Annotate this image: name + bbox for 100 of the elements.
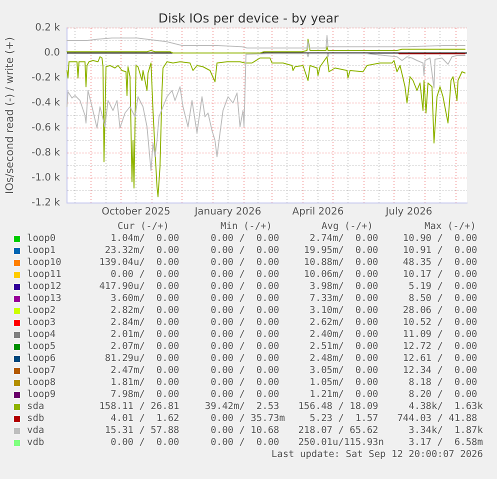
text: 0.00 / 35.73m bbox=[210, 412, 285, 425]
text: 10.06m/ 0.00 bbox=[304, 268, 380, 281]
text: 0.00 / 0.00 bbox=[210, 304, 280, 317]
text: Last update: Sat Sep 12 20:00:07 2026 bbox=[271, 449, 483, 461]
text: 48.35 / 0.00 bbox=[402, 256, 478, 269]
text: 28.06 / 0.00 bbox=[402, 304, 478, 317]
legend-label: sdb bbox=[27, 412, 44, 425]
text: 3.34k/ 1.87k bbox=[408, 424, 483, 437]
legend-label: loop9 bbox=[27, 388, 56, 401]
legend-label: loop6 bbox=[27, 352, 56, 365]
text: 1.04m/ 0.00 bbox=[110, 232, 180, 245]
legend-label: loop8 bbox=[27, 376, 56, 389]
x-tick-label: April 2026 bbox=[292, 206, 344, 218]
text: 8.50 / 0.00 bbox=[408, 292, 478, 305]
text: 0.00 / 0.00 bbox=[210, 316, 280, 329]
legend-label: loop11 bbox=[27, 268, 62, 281]
text: 3.98m/ 0.00 bbox=[310, 280, 380, 293]
text: 218.07 / 65.62 bbox=[298, 424, 380, 437]
legend-label: loop7 bbox=[27, 364, 56, 377]
text: Avg (-/+) bbox=[322, 221, 373, 234]
text: Cur (-/+) bbox=[118, 221, 169, 234]
text: 12.61 / 0.00 bbox=[402, 352, 478, 365]
text: 1.05m/ 0.00 bbox=[310, 376, 380, 389]
text: 15.31 / 57.88 bbox=[104, 424, 180, 437]
x-tick-label: October 2025 bbox=[102, 206, 170, 218]
text: 10.88m/ 0.00 bbox=[304, 256, 380, 269]
text: 81.29u/ 0.00 bbox=[104, 352, 180, 365]
y-tick-label: 0.0 bbox=[44, 48, 60, 59]
legend-label: loop1 bbox=[27, 244, 56, 257]
legend-label: loop4 bbox=[27, 328, 56, 341]
text: 0.00 / 0.00 bbox=[210, 388, 280, 401]
legend-label: loop10 bbox=[27, 256, 62, 269]
text: 4.01 / 1.62 bbox=[110, 412, 180, 425]
text: 0.00 / 0.00 bbox=[210, 364, 280, 377]
text: 0.00 / 10.68 bbox=[210, 424, 280, 437]
text: 417.90u/ 0.00 bbox=[99, 280, 180, 293]
text: 11.09 / 0.00 bbox=[402, 328, 478, 341]
text: 10.17 / 0.00 bbox=[402, 268, 478, 281]
text: 0.00 / 0.00 bbox=[210, 352, 280, 365]
text: 5.23 / 1.57 bbox=[310, 412, 380, 425]
chart-title: Disk IOs per device - by year bbox=[158, 10, 340, 26]
text: 0.00 / 0.00 bbox=[210, 436, 280, 449]
text: 8.20 / 0.00 bbox=[408, 388, 478, 401]
text: 0.00 / 0.00 bbox=[210, 232, 280, 245]
text: 2.82m/ 0.00 bbox=[110, 304, 180, 317]
legend-label: loop0 bbox=[27, 232, 56, 245]
text: 23.32m/ 0.00 bbox=[104, 244, 180, 257]
x-tick-label: July 2026 bbox=[384, 206, 432, 218]
y-tick-label: -0.2 k bbox=[32, 72, 60, 84]
text: 3.17 / 6.58m bbox=[408, 436, 483, 449]
text: 10.52 / 0.00 bbox=[402, 316, 478, 329]
legend-label: vda bbox=[27, 424, 44, 437]
text: 744.03 / 41.88 bbox=[397, 412, 478, 425]
text: 3.60m/ 0.00 bbox=[110, 292, 180, 305]
text: 3.10m/ 0.00 bbox=[310, 304, 380, 317]
x-tick-label: January 2026 bbox=[194, 206, 262, 218]
text: 4.38k/ 1.63k bbox=[408, 400, 483, 413]
text: 158.11 / 26.81 bbox=[99, 400, 180, 413]
text: Min (-/+) bbox=[220, 221, 272, 234]
text: 0.00 / 0.00 bbox=[110, 436, 180, 449]
y-axis-title: IOs/second read (-) / write (+) bbox=[4, 36, 16, 194]
text: 0.00 / 0.00 bbox=[210, 280, 280, 293]
text: 7.98m/ 0.00 bbox=[110, 388, 180, 401]
text: 19.95m/ 0.00 bbox=[304, 244, 380, 257]
y-tick-label: -1.0 k bbox=[32, 172, 60, 184]
text: 0.00 / 0.00 bbox=[210, 340, 280, 353]
y-tick-label: -0.4 k bbox=[32, 98, 60, 109]
legend-label: loop2 bbox=[27, 304, 56, 317]
y-tick-label: -0.8 k bbox=[32, 148, 60, 159]
legend-label: loop5 bbox=[27, 340, 56, 353]
text: 1.81m/ 0.00 bbox=[110, 376, 180, 389]
y-tick-label: -0.6 k bbox=[32, 122, 60, 134]
text: 2.01m/ 0.00 bbox=[110, 328, 180, 341]
text: 0.00 / 0.00 bbox=[210, 244, 280, 257]
text: 139.04u/ 0.00 bbox=[99, 256, 180, 269]
text: 3.05m/ 0.00 bbox=[310, 364, 380, 377]
text: 8.18 / 0.00 bbox=[408, 376, 478, 389]
text: Max (-/+) bbox=[424, 221, 476, 234]
text: 250.01u/115.93n bbox=[298, 436, 384, 449]
text: 5.19 / 0.00 bbox=[408, 280, 478, 293]
text: 39.42m/ 2.53 bbox=[204, 400, 280, 413]
text: 0.00 / 0.00 bbox=[210, 376, 280, 389]
legend-label: loop12 bbox=[27, 280, 62, 293]
legend-label: loop3 bbox=[27, 316, 56, 329]
text: 10.90 / 0.00 bbox=[402, 232, 478, 245]
legend-label: sda bbox=[27, 400, 44, 413]
text: 156.48 / 18.09 bbox=[298, 400, 380, 413]
text: 2.47m/ 0.00 bbox=[110, 364, 180, 377]
y-tick-label: 0.2 k bbox=[35, 22, 60, 34]
text: 12.72 / 0.00 bbox=[402, 340, 478, 353]
text: 0.00 / 0.00 bbox=[210, 292, 280, 305]
legend-label: loop13 bbox=[27, 292, 62, 305]
text: 1.21m/ 0.00 bbox=[310, 388, 380, 401]
text: 2.48m/ 0.00 bbox=[310, 352, 380, 365]
text: 0.00 / 0.00 bbox=[210, 328, 280, 341]
legend-label: vdb bbox=[27, 436, 44, 449]
text: 10.91 / 0.00 bbox=[402, 244, 478, 257]
text: 2.84m/ 0.00 bbox=[110, 316, 180, 329]
text: 7.33m/ 0.00 bbox=[310, 292, 380, 305]
text: 2.74m/ 0.00 bbox=[310, 232, 380, 245]
